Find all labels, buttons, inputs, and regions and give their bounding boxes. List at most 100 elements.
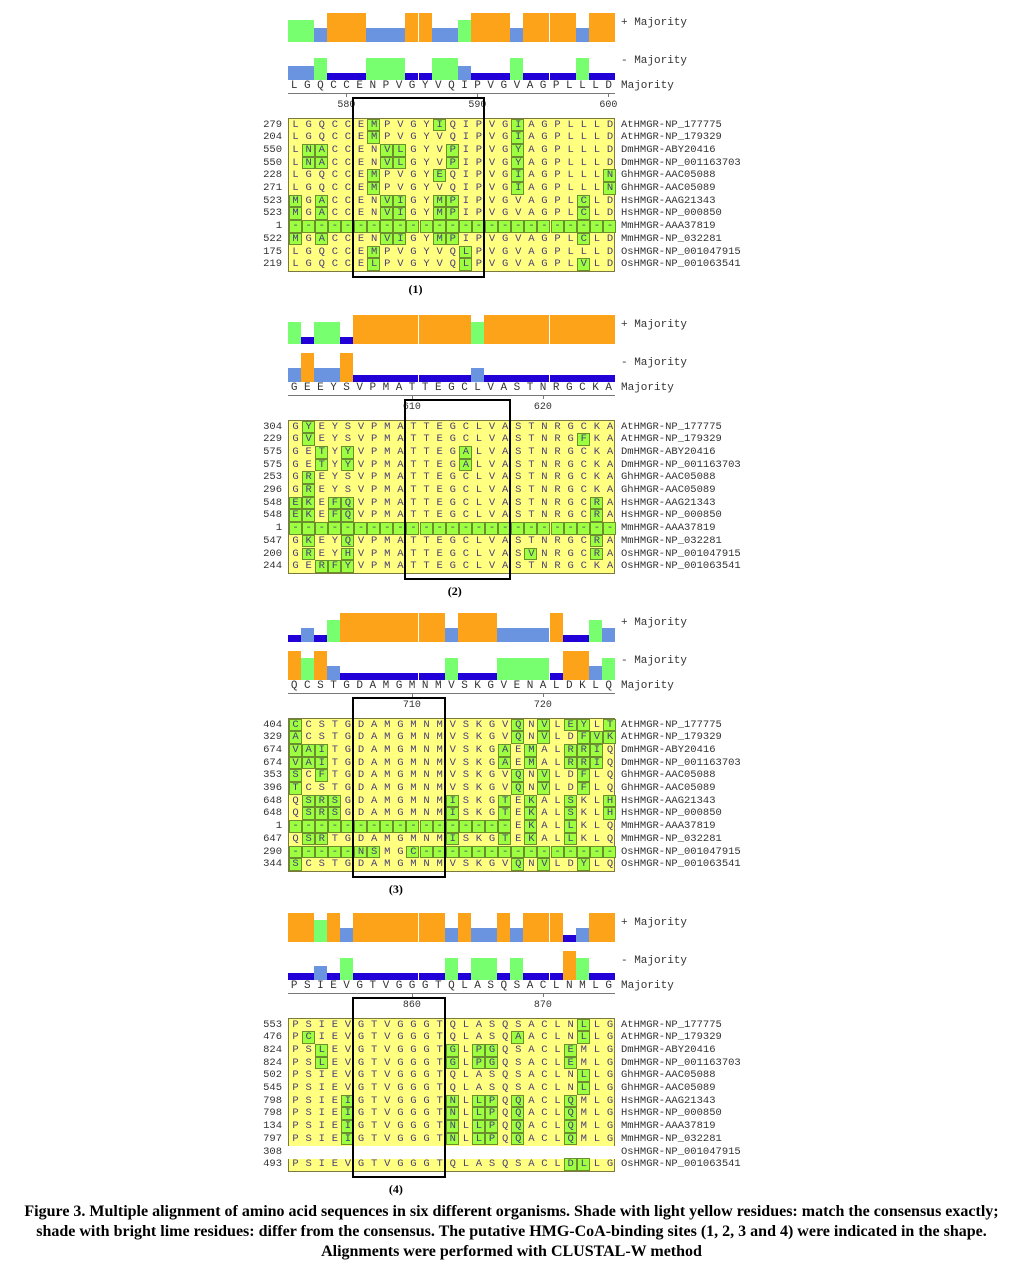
residue-mismatch [432,522,446,535]
ruler-tick [411,693,413,697]
residue-mismatch [563,220,577,233]
residue-mismatch [367,220,381,233]
minus-majority-bar [562,375,576,382]
residue-mismatch [393,220,407,233]
minus-majority-bar [444,958,458,980]
minus-majority-bar [300,66,314,80]
residue-mismatch [301,220,315,233]
residue-mismatch [445,1094,459,1108]
residue-mismatch [511,1031,525,1044]
residue-mismatch [445,143,459,157]
residue-mismatch [471,1120,485,1133]
plus-majority-bar [549,613,563,642]
residue-mismatch [511,1094,525,1108]
minus-majority-bar [392,58,406,80]
residue-mismatch [367,845,381,859]
minus-majority-bar [575,651,589,680]
residue-mismatch [327,509,341,523]
minus-majority-bar [379,973,393,980]
residue-mismatch [602,169,616,182]
residue-mismatch [537,782,551,795]
plus-majority-bar [392,28,406,42]
plus-majority-bar [497,13,511,42]
binding-site-label: (4) [388,1182,403,1196]
minus-majority-bar [470,673,484,680]
minus-majority-bar [536,658,550,680]
ruler-tick [542,993,544,997]
plus-majority-bar [444,315,458,344]
sequence-name: HsHMGR-NP_000850 [621,207,722,220]
sequence-name: DmHMGR-NP_001163703 [621,458,741,471]
plus-majority-bar [562,935,576,942]
plus-majority-bar [484,13,498,42]
plus-majority-bar [300,20,314,42]
residue-mismatch [340,534,354,548]
residue-mismatch [563,743,577,757]
minus-majority-bar [313,966,327,980]
ruler-tick [542,395,544,399]
residue-mismatch [301,807,315,821]
sequence-row: PSIEIGTVGGGTNLLPQQACLQMLG [292,1107,620,1120]
row-start-position: 353 [263,769,282,782]
residue-mismatch [288,207,302,221]
residue-mismatch [524,820,538,833]
residue-mismatch [511,858,525,871]
row-start-position: 547 [263,534,282,547]
minus-majority-bar [510,375,524,382]
plus-majority-bar [601,13,615,42]
plus-majority-bar [457,315,471,344]
plus-majority-label: + Majority [621,17,688,29]
residue-mismatch [419,820,433,833]
plus-majority-bar [287,635,301,642]
residue-mismatch [393,156,407,170]
minus-majority-bar [379,58,393,80]
plus-majority-bar [470,613,484,642]
plus-majority-bar [575,928,589,942]
sequence-name: AtHMGR-NP_177775 [621,420,722,433]
position-ruler [288,395,615,396]
row-start-position: 279 [263,118,282,131]
residue-mismatch [445,845,459,859]
sequence-row: -----NSMGC--------------- [292,845,620,858]
residue-mismatch [511,131,525,144]
residue-mismatch [301,756,315,770]
plus-majority-bar [457,20,471,42]
sequence-row: LGQCCEMPVGYVQIPVGIAGPLLLN [292,182,620,194]
plus-majority-bar [392,315,406,344]
residue-mismatch [589,547,603,561]
residue-mismatch [458,245,472,259]
residue-mismatch [576,1031,590,1044]
residue-mismatch [432,820,446,833]
minus-majority-bar [300,353,314,382]
residue-mismatch [576,1158,590,1171]
residue-mismatch [563,794,577,808]
minus-majority-label: - Majority [621,955,688,967]
residue-mismatch [301,496,315,510]
row-start-position: 798 [263,1107,282,1120]
plus-majority-bar [549,13,563,42]
residue-mismatch [314,845,328,859]
minus-majority-bar [549,375,563,382]
sequence-name: AtHMGR-NP_179329 [621,131,722,144]
residue-mismatch [563,756,577,770]
sequence-row: GYEYSVPMATTEGCLVASTNRGCKA [292,420,620,433]
majority-sequence: GEEYSVPMATTEGCLVASTNRGCKA [290,382,619,394]
sequence-row: PSIEIGTVGGGTNLLPQQACLQMLG [292,1120,620,1133]
residue-mismatch [589,522,603,535]
sequence-row: GETYYVPMATTEGALVASTNRGCKA [292,458,620,471]
row-start-position: 229 [263,433,282,446]
residue-mismatch [537,522,551,535]
residue-mismatch [445,207,459,221]
residue-mismatch [576,232,590,246]
residue-mismatch [563,522,577,535]
figure-caption: Figure 3. Multiple alignment of amino ac… [24,1203,999,1260]
residue-mismatch [380,207,394,221]
residue-mismatch [432,207,446,221]
residue-mismatch [602,220,616,233]
residue-mismatch [301,743,315,757]
plus-majority-bar [326,913,340,942]
plus-majority-bar [379,315,393,344]
residue-mismatch [327,560,341,573]
plus-majority-bar [588,13,602,42]
alignment-block-3: QCSTGDAMGMNMVSKGVENALDKLQ + Majority - Maj… [0,600,1023,900]
